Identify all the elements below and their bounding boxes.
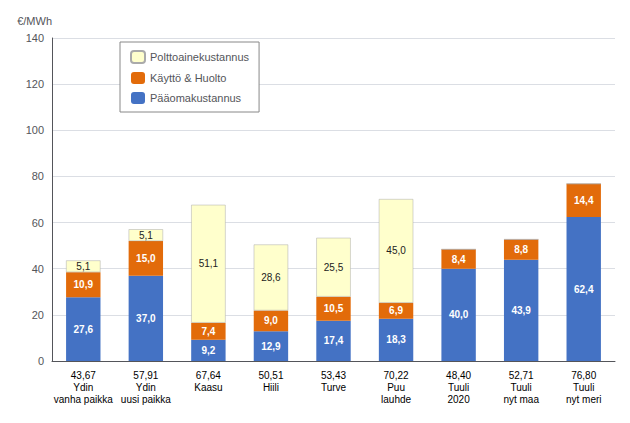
svg-text:Turve: Turve: [321, 382, 347, 393]
svg-text:5,1: 5,1: [139, 230, 153, 241]
svg-text:28,6: 28,6: [261, 272, 281, 283]
svg-text:lauhde: lauhde: [381, 394, 411, 405]
svg-text:7,4: 7,4: [201, 326, 215, 337]
svg-text:67,64: 67,64: [196, 370, 221, 381]
svg-text:50,51: 50,51: [258, 370, 283, 381]
svg-text:9,2: 9,2: [201, 345, 215, 356]
svg-text:17,4: 17,4: [324, 335, 344, 346]
svg-text:57,91: 57,91: [133, 370, 158, 381]
svg-text:10,9: 10,9: [74, 279, 94, 290]
svg-text:Tuuli: Tuuli: [573, 382, 594, 393]
svg-text:nyt meri: nyt meri: [566, 394, 602, 405]
svg-text:Puu: Puu: [387, 382, 405, 393]
svg-text:€/MWh: €/MWh: [17, 15, 52, 27]
svg-text:Pääomakustannus: Pääomakustannus: [150, 92, 242, 104]
svg-text:Polttoainekustannus: Polttoainekustannus: [150, 51, 250, 63]
svg-text:40,0: 40,0: [449, 309, 469, 320]
svg-text:43,67: 43,67: [71, 370, 96, 381]
svg-text:8,4: 8,4: [452, 254, 466, 265]
svg-text:vanha paikka: vanha paikka: [54, 394, 113, 405]
svg-text:Hiili: Hiili: [263, 382, 279, 393]
svg-text:52,71: 52,71: [509, 370, 534, 381]
svg-text:48,40: 48,40: [446, 370, 471, 381]
svg-text:uusi paikka: uusi paikka: [121, 394, 171, 405]
svg-text:Ydin: Ydin: [136, 382, 156, 393]
svg-text:25,5: 25,5: [324, 262, 344, 273]
svg-text:18,3: 18,3: [386, 334, 406, 345]
svg-text:8,8: 8,8: [514, 244, 528, 255]
svg-text:nyt maa: nyt maa: [503, 394, 539, 405]
svg-text:120: 120: [26, 78, 44, 90]
svg-text:14,4: 14,4: [574, 195, 594, 206]
svg-text:27,6: 27,6: [74, 324, 94, 335]
svg-text:Kaasu: Kaasu: [194, 382, 222, 393]
svg-text:43,9: 43,9: [511, 305, 531, 316]
svg-text:6,9: 6,9: [389, 305, 403, 316]
svg-text:Käyttö & Huolto: Käyttö & Huolto: [150, 72, 226, 84]
svg-text:62,4: 62,4: [574, 284, 594, 295]
svg-text:2020: 2020: [447, 394, 470, 405]
svg-text:60: 60: [32, 217, 44, 229]
svg-text:80: 80: [32, 170, 44, 182]
svg-text:51,1: 51,1: [199, 258, 219, 269]
svg-text:5,1: 5,1: [76, 261, 90, 272]
svg-text:15,0: 15,0: [136, 253, 156, 264]
svg-text:40: 40: [32, 263, 44, 275]
svg-text:70,22: 70,22: [384, 370, 409, 381]
svg-text:Tuuli: Tuuli: [448, 382, 469, 393]
svg-text:12,9: 12,9: [261, 341, 281, 352]
svg-text:20: 20: [32, 309, 44, 321]
svg-text:37,0: 37,0: [136, 313, 156, 324]
svg-text:0: 0: [38, 355, 44, 367]
svg-text:45,0: 45,0: [386, 245, 406, 256]
svg-text:76,80: 76,80: [571, 370, 596, 381]
svg-text:Tuuli: Tuuli: [511, 382, 532, 393]
svg-text:10,5: 10,5: [324, 303, 344, 314]
svg-text:100: 100: [26, 124, 44, 136]
svg-text:53,43: 53,43: [321, 370, 346, 381]
svg-text:140: 140: [26, 32, 44, 44]
svg-text:Ydin: Ydin: [73, 382, 93, 393]
svg-text:9,0: 9,0: [264, 315, 278, 326]
